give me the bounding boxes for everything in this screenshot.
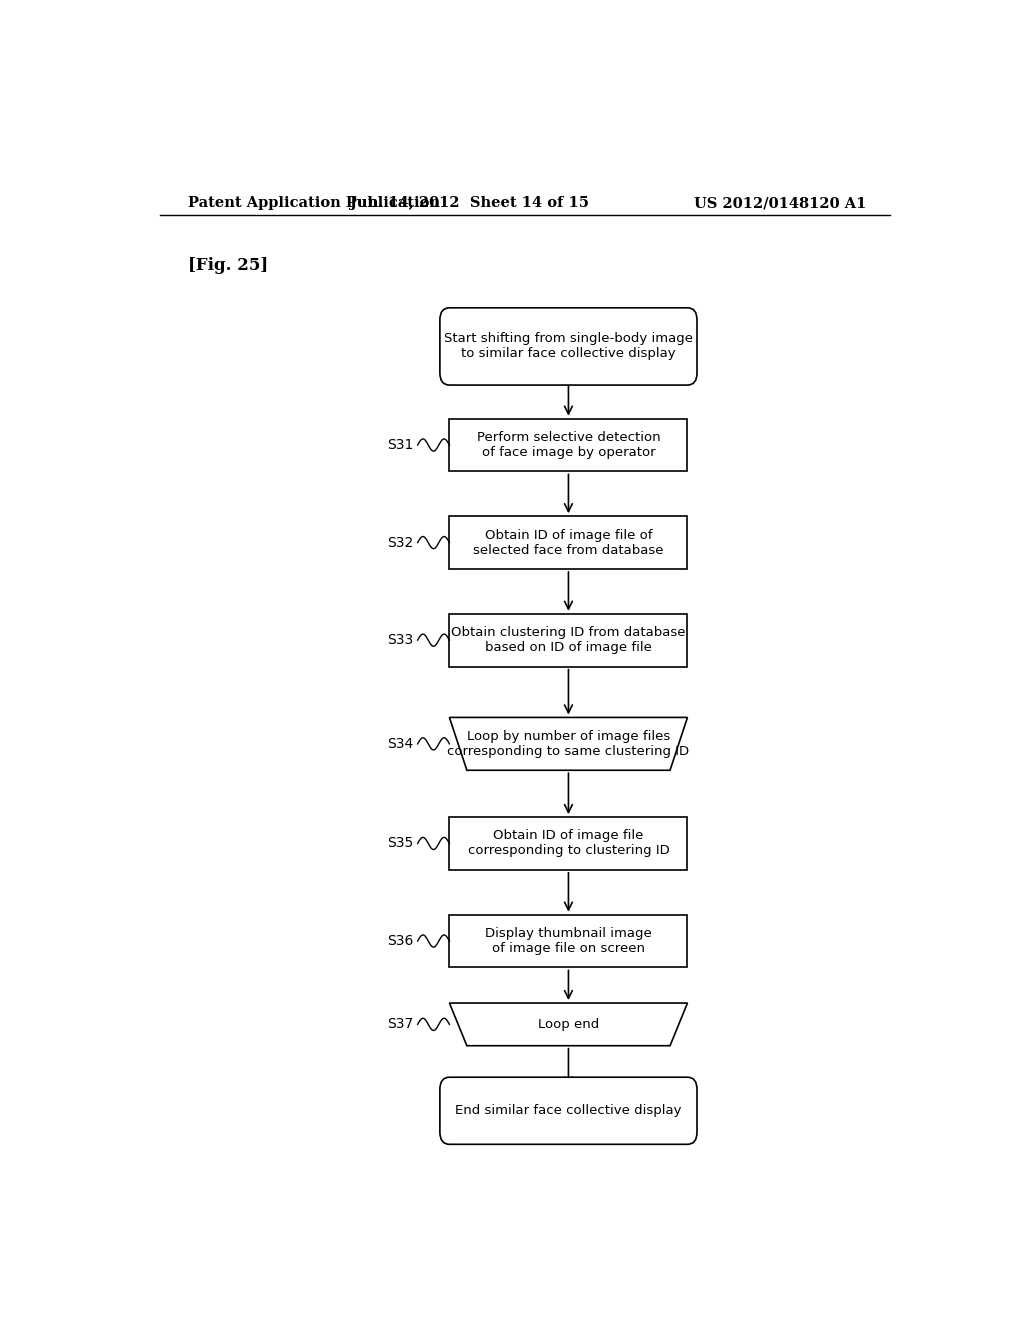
Bar [450, 516, 687, 569]
Text: End similar face collective display: End similar face collective display [456, 1105, 682, 1117]
Bar [450, 418, 687, 471]
Bar [450, 817, 687, 870]
Text: US 2012/0148120 A1: US 2012/0148120 A1 [693, 197, 866, 210]
Text: Obtain ID of image file of
selected face from database: Obtain ID of image file of selected face… [473, 528, 664, 557]
Text: S37: S37 [387, 1018, 414, 1031]
Text: Display thumbnail image
of image file on screen: Display thumbnail image of image file on… [485, 927, 652, 956]
Text: Obtain clustering ID from database
based on ID of image file: Obtain clustering ID from database based… [452, 626, 686, 655]
Polygon shape [450, 1003, 687, 1045]
Text: S33: S33 [387, 634, 414, 647]
FancyBboxPatch shape [440, 1077, 697, 1144]
Text: [Fig. 25]: [Fig. 25] [187, 256, 267, 273]
Bar [450, 614, 687, 667]
Text: Perform selective detection
of face image by operator: Perform selective detection of face imag… [476, 432, 660, 459]
Text: S36: S36 [387, 935, 414, 948]
Text: Loop by number of image files
corresponding to same clustering ID: Loop by number of image files correspond… [447, 730, 689, 758]
FancyBboxPatch shape [440, 308, 697, 385]
Text: Loop end: Loop end [538, 1018, 599, 1031]
Text: Jun. 14, 2012  Sheet 14 of 15: Jun. 14, 2012 Sheet 14 of 15 [350, 197, 589, 210]
Text: Start shifting from single-body image
to similar face collective display: Start shifting from single-body image to… [444, 333, 693, 360]
Bar [450, 915, 687, 968]
Text: S35: S35 [387, 837, 414, 850]
Text: S34: S34 [387, 737, 414, 751]
Text: S31: S31 [387, 438, 414, 451]
Text: Patent Application Publication: Patent Application Publication [187, 197, 439, 210]
Text: S32: S32 [387, 536, 414, 549]
Text: Obtain ID of image file
corresponding to clustering ID: Obtain ID of image file corresponding to… [468, 829, 670, 858]
Polygon shape [450, 718, 687, 771]
